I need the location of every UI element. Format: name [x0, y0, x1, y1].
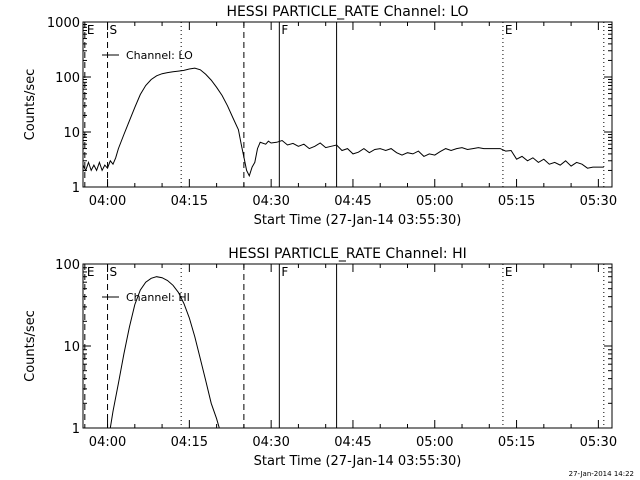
x-tick-label: 04:30 — [252, 194, 289, 209]
event-marker-label: E — [505, 23, 513, 37]
x-tick-label: 04:45 — [334, 194, 371, 209]
event-marker-label: E — [87, 265, 95, 279]
chart-panel-hi: HESSI PARTICLE_RATE Channel: HI Start Ti… — [23, 246, 617, 469]
x-tick-label: 05:15 — [498, 194, 535, 209]
event-marker-label: S — [110, 265, 118, 279]
x-tick-label: 04:15 — [171, 194, 208, 209]
event-marker-label: F — [281, 265, 288, 279]
y-tick-label: 1 — [72, 422, 80, 437]
y-axis-label: Counts/sec — [23, 310, 38, 382]
x-tick-label: 04:00 — [89, 194, 126, 209]
x-tick-label: 04:15 — [171, 435, 208, 450]
y-tick-label: 10 — [63, 340, 80, 355]
y-axis-label: Counts/sec — [23, 69, 38, 141]
x-tick-label: 05:30 — [580, 194, 617, 209]
y-tick-label: 1 — [72, 181, 80, 196]
event-marker-label: E — [505, 265, 513, 279]
x-tick-label: 04:30 — [252, 435, 289, 450]
x-tick-label: 04:00 — [89, 435, 126, 450]
chart-title: HESSI PARTICLE_RATE Channel: LO — [226, 4, 468, 20]
chart-panel-lo: HESSI PARTICLE_RATE Channel: LO Start Ti… — [23, 4, 617, 228]
x-tick-label: 05:30 — [580, 435, 617, 450]
x-tick-label: 04:45 — [334, 435, 371, 450]
event-marker-label: F — [281, 23, 288, 37]
plot-frame — [82, 263, 613, 429]
y-tick-label: 100 — [55, 71, 80, 86]
data-series-line — [82, 67, 604, 178]
y-tick-label: 10 — [63, 126, 80, 141]
x-axis-label: Start Time (27-Jan-14 03:55:30) — [254, 454, 462, 469]
data-series-line — [109, 276, 220, 429]
legend-label: Channel: LO — [126, 49, 193, 62]
x-tick-label: 05:00 — [416, 435, 453, 450]
y-tick-label: 100 — [55, 258, 80, 273]
plot-frame — [82, 21, 613, 188]
x-tick-label: 05:00 — [416, 194, 453, 209]
legend-label: Channel: HI — [126, 291, 190, 304]
x-axis-label: Start Time (27-Jan-14 03:55:30) — [254, 213, 462, 228]
y-tick-label: 1000 — [47, 16, 80, 31]
event-marker-label: S — [110, 23, 118, 37]
x-tick-label: 05:15 — [498, 435, 535, 450]
event-marker-label: E — [87, 23, 95, 37]
chart-title: HESSI PARTICLE_RATE Channel: HI — [228, 246, 466, 262]
footer-date: 27-Jan-2014 14:22 — [568, 470, 634, 478]
